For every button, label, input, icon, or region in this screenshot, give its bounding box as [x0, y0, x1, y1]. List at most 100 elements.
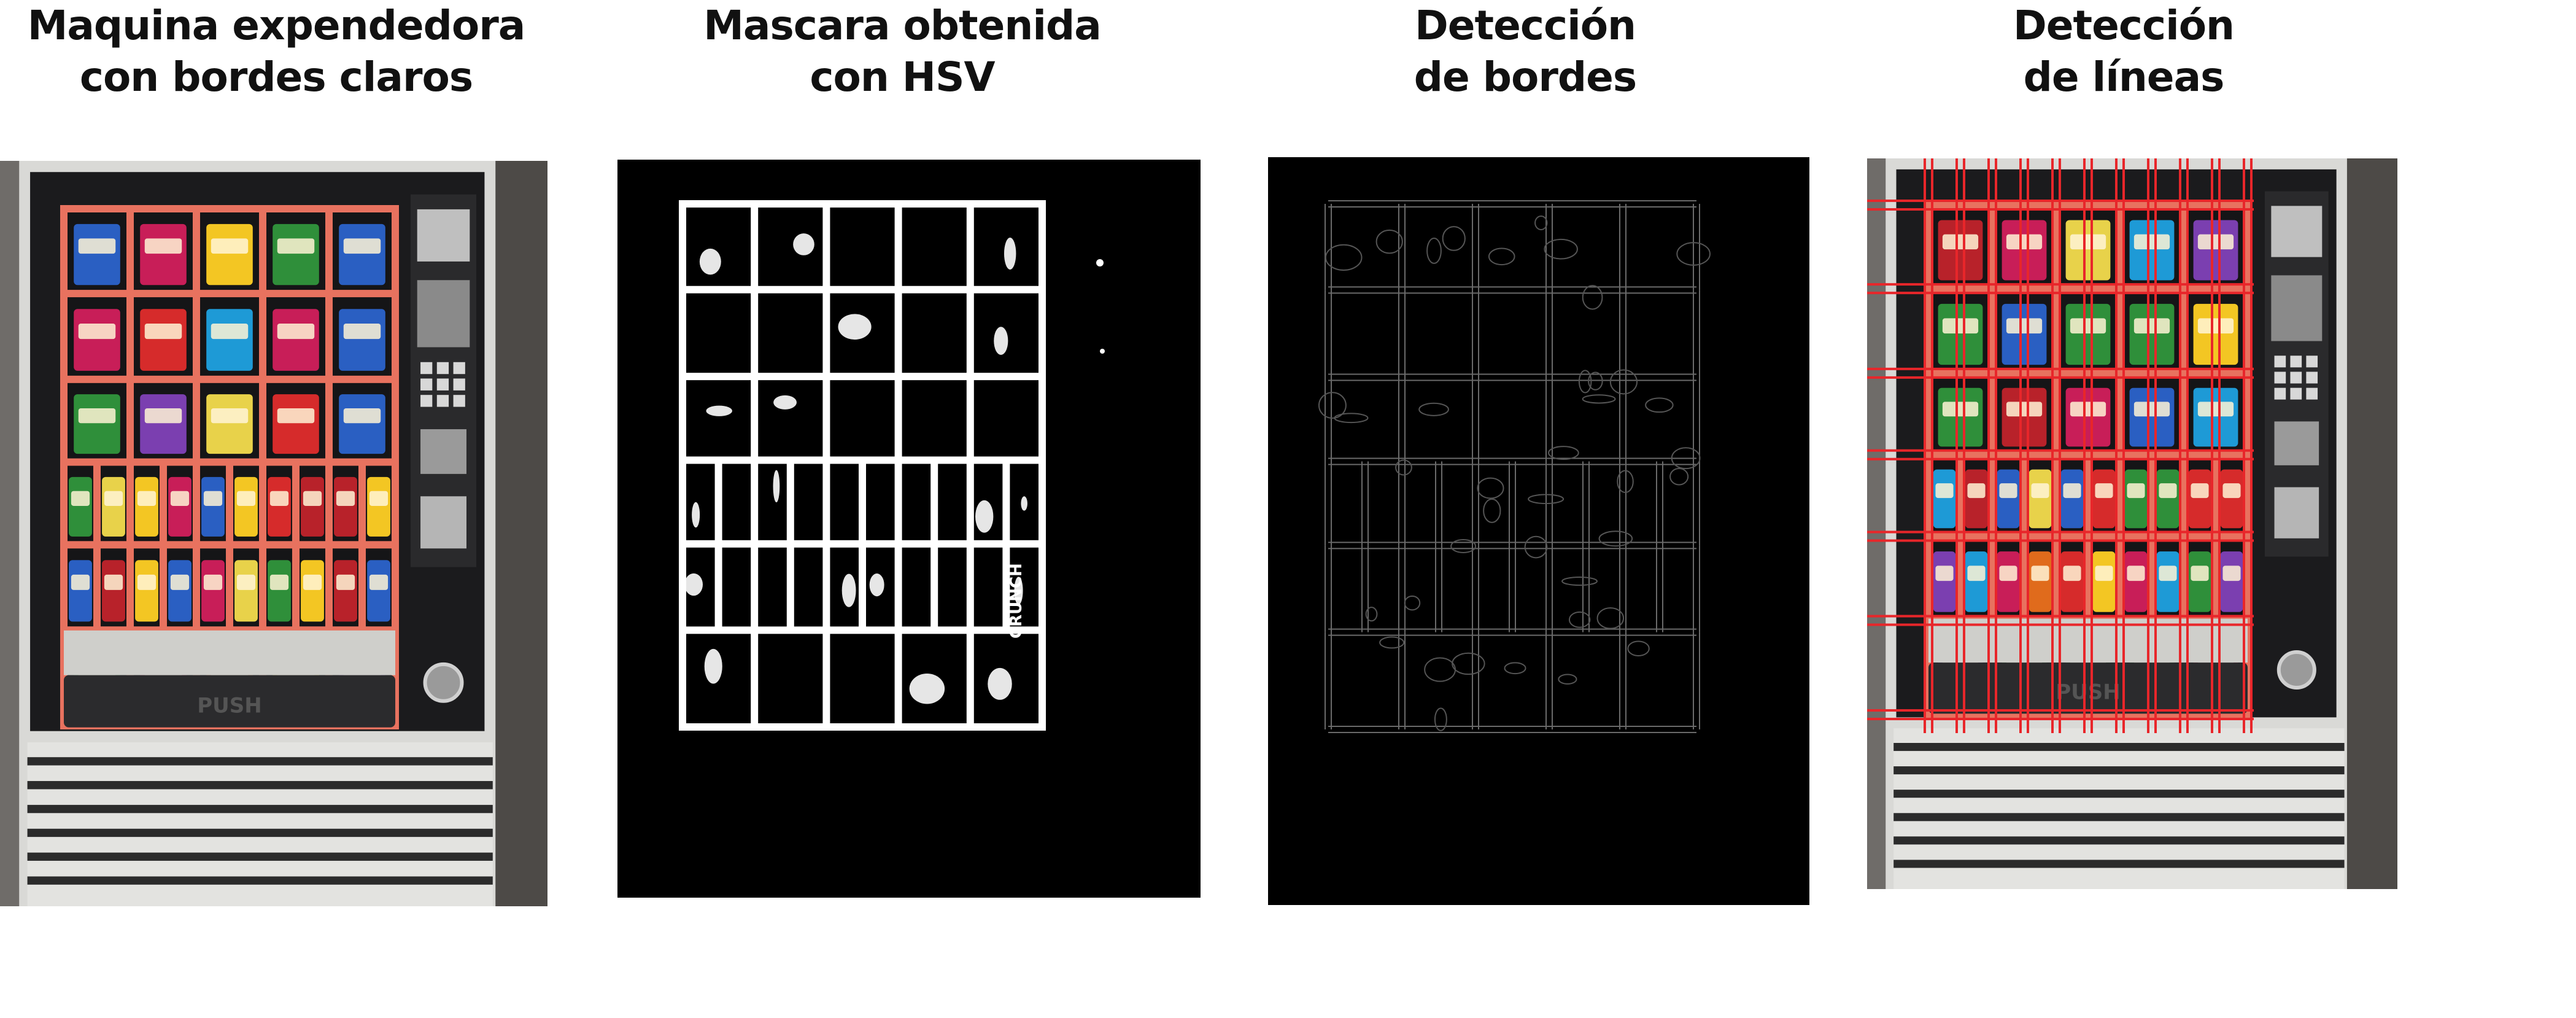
snack-item — [74, 394, 120, 454]
mask-noise-blob — [1021, 496, 1027, 511]
snack-item — [2065, 220, 2111, 281]
divider-line — [358, 545, 366, 631]
mask-shelf-line — [679, 200, 1046, 208]
mask-divider-line — [822, 376, 830, 460]
coin-return-knob — [2276, 650, 2316, 690]
mask-divider-line — [859, 460, 866, 544]
divider-line — [292, 545, 300, 631]
snack-label — [2197, 318, 2234, 334]
snack-label — [369, 574, 389, 590]
snack-label — [104, 491, 123, 506]
snack-label — [170, 491, 190, 506]
snack-label — [137, 491, 157, 506]
snack-item — [2002, 220, 2047, 281]
snack-label — [303, 491, 322, 506]
room-wall-shadow — [2344, 158, 2397, 889]
snack-label — [2031, 565, 2049, 581]
grille-slat — [27, 828, 493, 837]
divider-line — [160, 462, 167, 545]
snack-item — [273, 223, 319, 286]
snack-item — [2060, 469, 2084, 529]
edge-noise-contour — [1488, 247, 1515, 266]
snack-label — [1967, 565, 1986, 581]
coin-slot — [420, 496, 466, 549]
mask-divider-line — [894, 630, 902, 727]
edge-noise-contour — [1582, 394, 1616, 404]
snack-item — [273, 309, 319, 371]
divider-line — [259, 462, 266, 545]
snack-item — [339, 309, 385, 371]
keypad-key — [2274, 387, 2286, 400]
grille-slat — [1893, 766, 2345, 775]
divider-line — [325, 545, 333, 631]
mask-stray-dot — [1096, 259, 1104, 266]
divider-line — [93, 545, 101, 631]
grille-slat — [1893, 743, 2345, 752]
grille-slat — [1893, 860, 2345, 868]
edge-noise-contour — [1318, 392, 1347, 419]
keypad-key — [2306, 387, 2318, 400]
snack-label — [2222, 565, 2241, 581]
snack-item — [102, 476, 125, 537]
mask-divider-line — [751, 204, 759, 290]
divider-line — [1989, 205, 1996, 289]
snack-label — [71, 491, 90, 506]
mask-shelf-line — [679, 286, 1046, 293]
line-detection-image: PUSH — [1867, 158, 2397, 889]
divider-line — [392, 462, 399, 545]
push-door — [1928, 662, 2248, 714]
keypad-key — [453, 378, 465, 390]
divider-line — [2116, 289, 2124, 373]
snack-label — [2095, 483, 2113, 499]
divider-line — [325, 209, 333, 294]
mask-divider-line — [822, 204, 830, 290]
divider-line — [2116, 373, 2124, 455]
push-label: PUSH — [2056, 680, 2120, 705]
mask-divider-line — [894, 289, 902, 377]
divider-line — [126, 209, 134, 294]
divider-line — [2244, 536, 2251, 621]
snack-label — [343, 408, 381, 424]
snack-label — [78, 324, 116, 340]
keypad-key — [2274, 356, 2286, 368]
snack-item — [1997, 469, 2020, 529]
edge-noise-contour — [1375, 229, 1403, 254]
snack-label — [2070, 234, 2106, 250]
edge-noise-contour — [1671, 447, 1701, 470]
mask-noise-blob — [838, 314, 872, 340]
snack-label — [343, 324, 381, 340]
divider-line — [2180, 289, 2187, 373]
snack-item — [140, 394, 187, 454]
snack-label — [144, 408, 182, 424]
snack-label — [2197, 234, 2234, 250]
shelf-line — [60, 375, 399, 383]
divider-line — [2116, 536, 2124, 621]
edge-noise-contour — [1558, 674, 1577, 685]
divider-line — [160, 545, 167, 631]
edge-noise-contour — [1325, 244, 1363, 271]
panel-title-line-detection: Detección de líneas — [2013, 2, 2235, 101]
mask-divider-line — [894, 460, 902, 544]
snack-label — [2063, 483, 2081, 499]
snack-item — [206, 223, 253, 286]
snack-label — [2159, 483, 2177, 499]
divider-line — [292, 462, 300, 545]
divider-line — [2212, 536, 2219, 621]
mask-noise-blob — [841, 573, 856, 607]
mask-divider-line — [1039, 376, 1046, 460]
divider-line — [1957, 454, 1964, 537]
divider-line — [2052, 289, 2060, 373]
mask-noise-blob — [1014, 577, 1023, 605]
mask-noise-blob — [773, 395, 797, 410]
snack-label — [369, 491, 389, 506]
snack-label — [2006, 402, 2043, 417]
mask-divider-line — [714, 460, 722, 544]
snack-item — [2065, 303, 2111, 365]
mask-divider-line — [679, 204, 686, 290]
mask-divider-line — [1039, 460, 1046, 544]
divider-line — [259, 545, 266, 631]
snack-label — [303, 574, 322, 590]
snack-label — [277, 324, 315, 340]
snack-item — [2060, 551, 2084, 612]
snack-label — [2070, 318, 2106, 334]
